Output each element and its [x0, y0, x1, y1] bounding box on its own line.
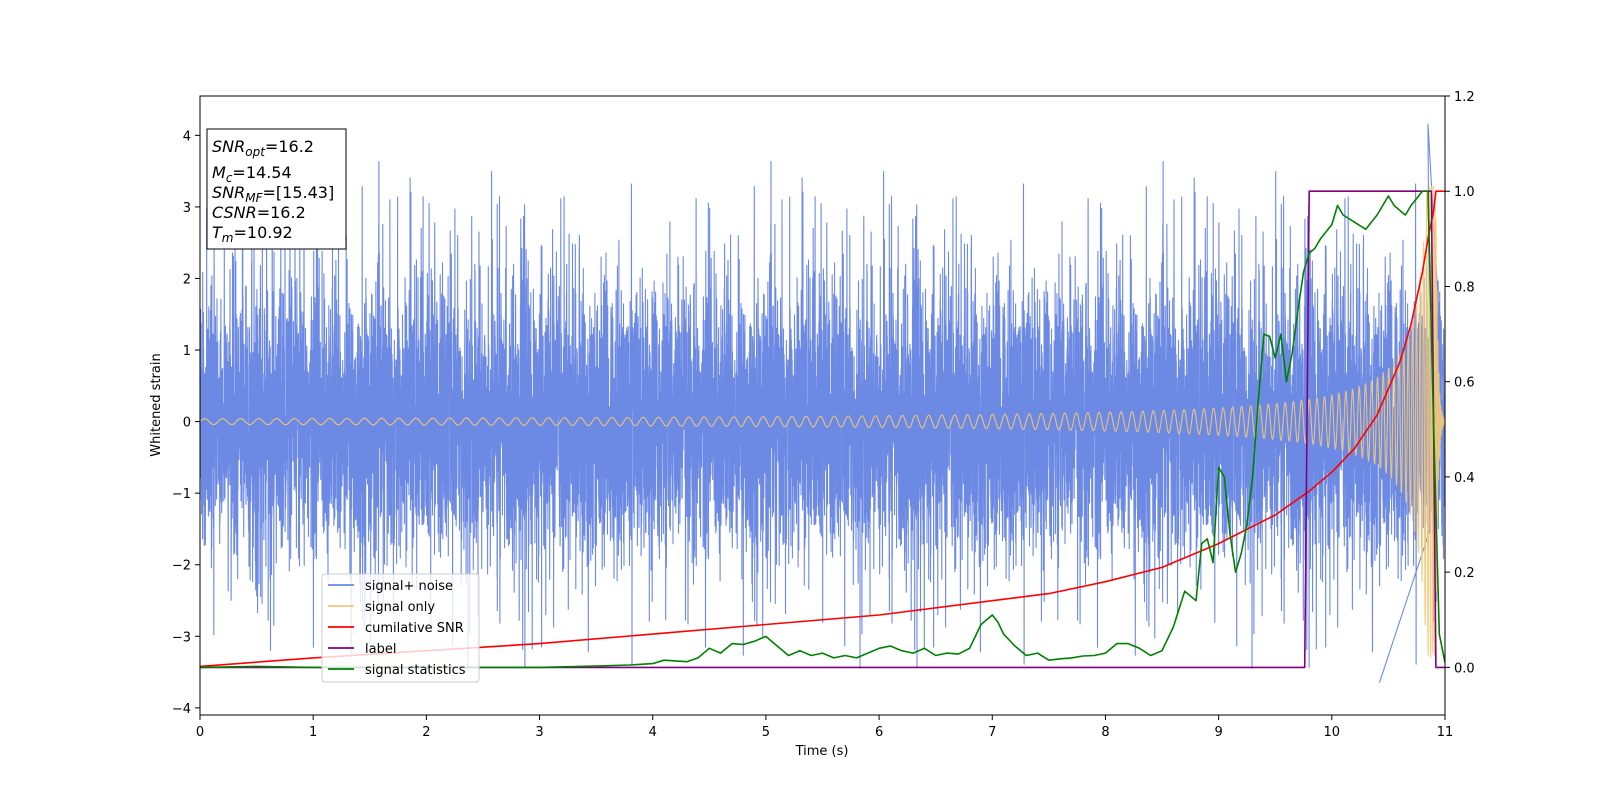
- info-tm: Tm=10.92: [212, 223, 293, 245]
- y-tick-label: 4: [183, 129, 191, 144]
- legend: signal+ noise signal only cumilative SNR la…: [321, 573, 480, 683]
- y-tick-label: 0: [183, 416, 191, 431]
- series-signal-statistics: [200, 190, 1445, 669]
- info-box-frame: [206, 128, 347, 250]
- info-mc: Mc=14.54: [212, 163, 292, 185]
- legend-label: signal only: [365, 600, 435, 615]
- info-csnr: CSNR=16.2: [212, 203, 306, 222]
- x-tick-label: 7: [988, 725, 996, 740]
- legend-label: label: [365, 642, 396, 657]
- x-tick-label: 4: [649, 725, 657, 740]
- y-tick-label: −1: [172, 487, 191, 502]
- y2-tick-label: 1.0: [1454, 185, 1475, 200]
- x-tick-label: 1: [309, 725, 317, 740]
- legend-label: cumilative SNR: [365, 621, 464, 636]
- legend-label: signal statistics: [365, 663, 466, 678]
- y2-tick-label: 0.2: [1454, 566, 1475, 581]
- series-cumulative-snr: [200, 190, 1445, 668]
- info-snr-opt: SNRopt=16.2: [212, 137, 314, 159]
- x-tick-label: 9: [1214, 725, 1222, 740]
- x-tick-label: 0: [196, 725, 204, 740]
- x-tick-label: 6: [875, 725, 883, 740]
- y-tick-label: −3: [172, 630, 191, 645]
- x-tick-label: 5: [762, 725, 770, 740]
- x-tick-label: 10: [1324, 725, 1341, 740]
- series-label: [200, 190, 1445, 669]
- x-axis-label: Time (s): [795, 744, 849, 759]
- y-tick-label: 1: [183, 344, 191, 359]
- y-tick-label: −4: [172, 702, 191, 717]
- series-layer: [200, 124, 1445, 683]
- legend-label: signal+ noise: [365, 579, 453, 594]
- legend-frame: [321, 573, 480, 683]
- ticks-layer: 0 1 2 3 4 5 6 7 8 9 10 11 −4 −3 −2 −1 0 1 2 3 4 0.0 0.2 0.4 0.6 0…: [172, 90, 1475, 740]
- x-tick-label: 8: [1101, 725, 1109, 740]
- y2-tick-label: 0.0: [1454, 661, 1475, 676]
- series-signal-noise: [200, 124, 1445, 683]
- plot-frame: [199, 95, 1446, 716]
- y2-tick-label: 0.6: [1454, 376, 1475, 391]
- y-tick-label: −2: [172, 559, 191, 574]
- y-axis-label: Whitened strain: [149, 353, 164, 456]
- y2-tick-label: 0.4: [1454, 471, 1475, 486]
- info-box: SNRopt=16.2 Mc=14.54 SNRMF=[15.43] CSNR=…: [206, 128, 347, 250]
- y2-tick-label: 1.2: [1454, 90, 1475, 105]
- x-tick-label: 3: [535, 725, 543, 740]
- x-tick-label: 11: [1437, 725, 1454, 740]
- y-tick-label: 3: [183, 201, 191, 216]
- info-snr-mf: SNRMF=[15.43]: [212, 183, 334, 205]
- x-tick-label: 2: [422, 725, 430, 740]
- y-tick-label: 2: [183, 272, 191, 287]
- series-signal-only: [200, 185, 1445, 658]
- y2-tick-label: 0.8: [1454, 280, 1475, 295]
